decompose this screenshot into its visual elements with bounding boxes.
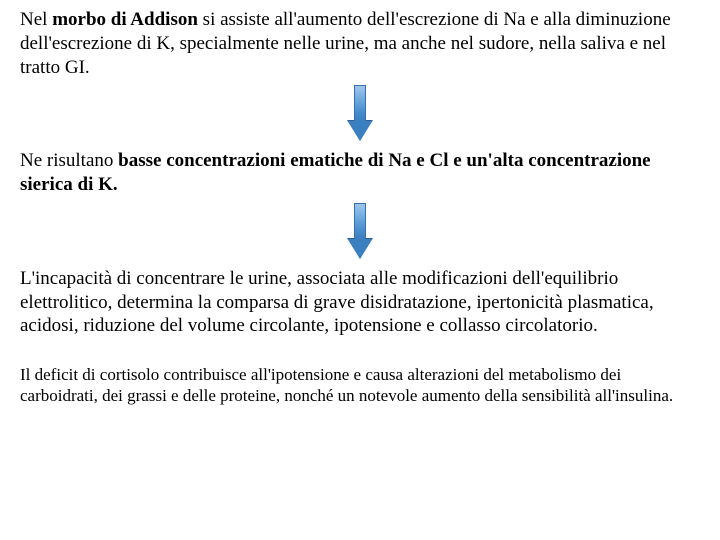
down-arrow-icon	[348, 85, 372, 143]
arrow-2-container	[20, 203, 700, 261]
down-arrow-icon	[348, 203, 372, 261]
paragraph-2: Ne risultano basse concentrazioni ematic…	[20, 149, 700, 197]
paragraph-1: Nel morbo di Addison si assiste all'aume…	[20, 8, 700, 79]
p2-pre: Ne risultano	[20, 150, 118, 171]
spacer	[20, 338, 700, 364]
paragraph-4: Il deficit di cortisolo contribuisce all…	[20, 364, 700, 407]
arrow-1-container	[20, 85, 700, 143]
p1-pre: Nel	[20, 9, 52, 30]
p1-bold: morbo di Addison	[52, 9, 198, 30]
paragraph-3: L'incapacità di concentrare le urine, as…	[20, 267, 700, 338]
slide-content: Nel morbo di Addison si assiste all'aume…	[0, 0, 720, 415]
